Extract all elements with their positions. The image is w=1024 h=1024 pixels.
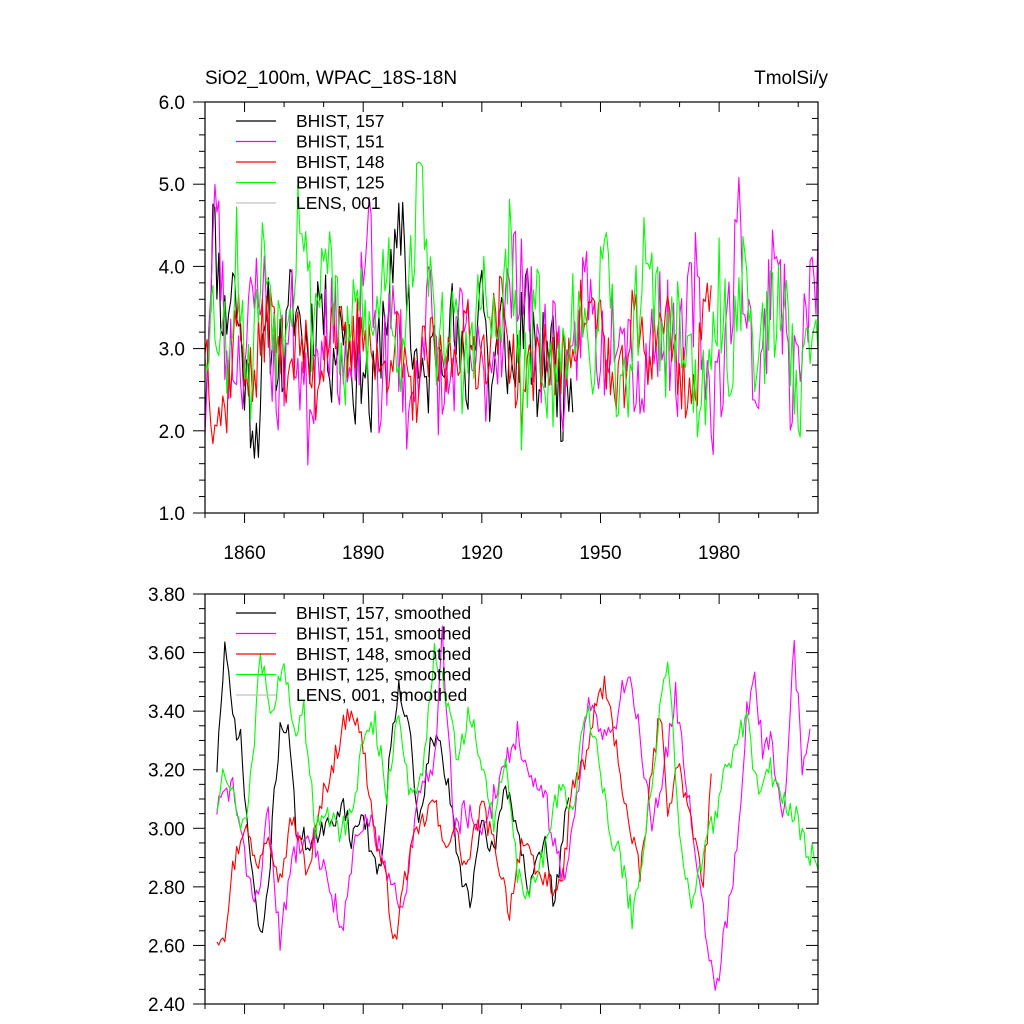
legend-label: LENS, 001	[296, 193, 381, 213]
y-tick-label: 2.60	[148, 936, 185, 957]
y-tick-label: 3.0	[159, 340, 185, 361]
legend-label: BHIST, 125, smoothed	[296, 665, 471, 685]
series-line-3	[216, 675, 712, 946]
y-tick-label: 3.00	[148, 819, 185, 840]
legend-label: BHIST, 148	[296, 152, 385, 172]
x-tick-label: 1860	[223, 543, 265, 564]
series-line-3	[204, 275, 712, 445]
x-tick-label: 1890	[342, 543, 384, 564]
series-line-2	[204, 176, 819, 466]
x-tick-label: 1920	[461, 543, 503, 564]
legend-label: BHIST, 148, smoothed	[296, 644, 471, 664]
y-tick-label: 3.40	[148, 702, 185, 723]
y-tick-label: 3.80	[148, 585, 185, 606]
legend-label: BHIST, 151	[296, 132, 385, 152]
series-line-4	[216, 643, 819, 930]
y-tick-label: 5.0	[159, 175, 185, 196]
x-tick-label: 1950	[579, 543, 621, 564]
y-tick-label: 6.0	[159, 93, 185, 114]
y-tick-label: 2.0	[159, 422, 185, 443]
bottom-panel: 2.40 2.60 2.80 3.00 3.20 3.40 3.60 3.80 BHIST, …	[148, 585, 819, 1016]
x-tick-label: 1980	[698, 543, 740, 564]
axes-frame: 2.40 2.60 2.80 3.00 3.20 3.40 3.60 3.80	[148, 585, 819, 1016]
legend-label: LENS, 001, smoothed	[296, 685, 467, 705]
axes-frame: 1.0 2.0 3.0 4.0 5.0 6.0 1860 1890 1920 1950 1980	[159, 93, 819, 564]
legend-label: BHIST, 157, smoothed	[296, 603, 471, 623]
y-tick-label: 3.60	[148, 644, 185, 665]
y-tick-label: 4.0	[159, 257, 185, 278]
y-tick-label: 2.40	[148, 995, 185, 1016]
legend-label: BHIST, 125	[296, 173, 385, 193]
y-tick-label: 2.80	[148, 878, 185, 899]
y-tick-label: 3.20	[148, 761, 185, 782]
chart-units: TmolSi/y	[754, 68, 828, 89]
plot-frame	[204, 101, 819, 514]
series-group	[216, 625, 819, 991]
top-panel: SiO2_100m, WPAC_18S-18N TmolSi/y 1.0 2.0 3…	[159, 68, 829, 564]
legend-label: BHIST, 157	[296, 111, 385, 131]
chart-title: SiO2_100m, WPAC_18S-18N	[205, 68, 457, 89]
series-group	[204, 161, 819, 466]
series-line-2	[216, 625, 811, 991]
y-tick-label: 1.0	[159, 504, 185, 525]
series-line-1	[216, 641, 570, 933]
legend-label: BHIST, 151, smoothed	[296, 624, 471, 644]
series-line-4	[204, 161, 819, 451]
